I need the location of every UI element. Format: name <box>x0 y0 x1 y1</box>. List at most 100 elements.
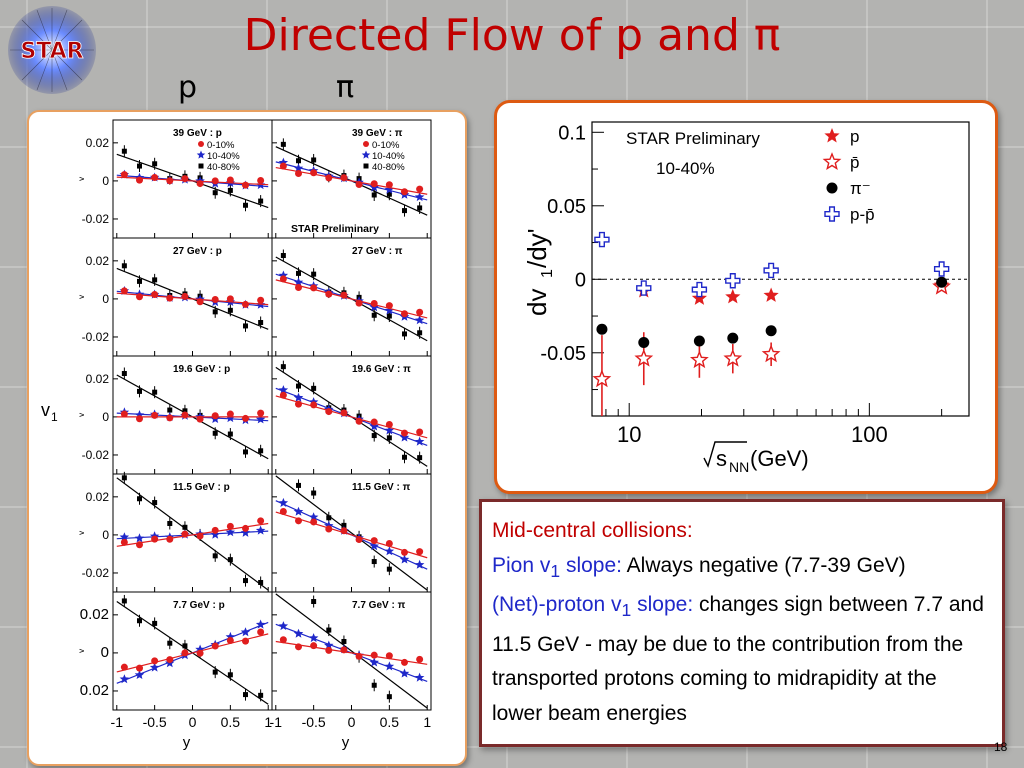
data-point-10-40 <box>384 184 395 194</box>
data-point-0-10 <box>181 175 189 183</box>
x-tick-label: 0.5 <box>221 714 241 730</box>
data-point-0-10 <box>385 652 393 660</box>
data-point-40-80 <box>243 692 248 698</box>
y-tick-label: 0.02 <box>80 682 109 699</box>
data-point-0-10 <box>355 535 363 543</box>
data-point-0-10 <box>279 636 287 644</box>
data-point-10-40 <box>255 619 266 629</box>
data-point-40-80 <box>371 682 377 688</box>
panel-pi-4: 7.7 GeV : π <box>271 591 432 711</box>
data-point-40-80 <box>167 520 173 526</box>
data-point-40-80 <box>258 692 264 698</box>
data-point-40-80 <box>121 598 127 604</box>
x-axis-label-end: (GeV) <box>750 446 809 471</box>
data-point-0-10 <box>226 295 234 303</box>
panel-title: 11.5 GeV : π <box>352 482 411 493</box>
data-point-netp <box>725 273 741 289</box>
data-point-0-10 <box>355 652 363 660</box>
y-tick-label: 0 <box>102 174 109 188</box>
x-tick-label: -1 <box>270 714 283 730</box>
y-tick-label: 0.02 <box>80 606 109 623</box>
data-point-0-10 <box>120 410 128 418</box>
data-point-0-10 <box>166 177 174 185</box>
panel-p-4: 7.7 GeV : p 0.02 0 0.02 v <box>77 591 273 711</box>
data-point-40-80 <box>402 208 407 214</box>
data-point-piminus <box>693 335 705 347</box>
data-point-0-10 <box>120 287 128 295</box>
data-point-0-10 <box>151 411 159 419</box>
data-point-0-10 <box>279 162 287 170</box>
y-tick-label: 0.02 <box>86 490 110 504</box>
x-tick-label: 1 <box>264 714 272 730</box>
panel-frame <box>271 119 432 239</box>
data-point-10-40 <box>240 627 251 637</box>
data-point-40-80 <box>386 191 392 197</box>
data-point-10-40 <box>414 672 425 682</box>
data-point-0-10 <box>257 296 265 304</box>
panel-title: 19.6 GeV : p <box>173 364 230 375</box>
data-point-40-80 <box>386 694 392 700</box>
data-point-0-10 <box>370 299 378 307</box>
data-point-0-10 <box>166 294 174 302</box>
data-point-0-10 <box>166 535 174 543</box>
data-point-0-10 <box>325 646 333 654</box>
data-point-40-80 <box>417 205 423 211</box>
legend-label: 0-10% <box>372 140 400 151</box>
data-point-40-80 <box>243 202 248 208</box>
x-tick-label: 1 <box>423 714 431 730</box>
data-point-40-80 <box>152 500 158 506</box>
data-point-40-80 <box>212 669 218 675</box>
data-point-40-80 <box>311 157 317 163</box>
data-point-40-80 <box>243 323 248 329</box>
column-label-pi: π <box>336 70 355 105</box>
data-point-0-10 <box>226 637 234 645</box>
data-point-10-40 <box>119 674 130 684</box>
data-point-0-10 <box>120 171 128 179</box>
data-point-0-10 <box>295 169 302 177</box>
data-point-0-10 <box>385 421 393 429</box>
x-axis-label-sub: NN <box>729 459 749 475</box>
legend-marker <box>198 163 204 169</box>
data-point-10-40 <box>414 436 425 446</box>
data-point-0-10 <box>196 532 204 540</box>
x-tick-label: 100 <box>851 422 888 447</box>
data-point-10-40 <box>255 525 266 535</box>
legend-marker <box>363 141 369 147</box>
data-point-40-80 <box>152 620 158 626</box>
legend-marker <box>822 152 842 171</box>
data-point-10-40 <box>240 527 251 537</box>
data-point-10-40 <box>399 554 410 564</box>
y-tick-label: -0.02 <box>82 212 110 226</box>
y-axis-label: dv 1/dy' <box>522 228 556 316</box>
data-point-40-80 <box>212 309 218 315</box>
legend-marker <box>363 163 369 169</box>
y-tick-label: 0 <box>102 410 109 424</box>
data-point-0-10 <box>151 173 159 181</box>
data-point-0-10 <box>416 655 424 663</box>
data-point-40-80 <box>121 371 127 377</box>
data-point-0-10 <box>181 530 189 538</box>
data-point-40-80 <box>402 454 407 460</box>
data-point-piminus <box>727 332 739 344</box>
data-point-10-40 <box>134 533 145 543</box>
data-point-10-40 <box>414 315 425 325</box>
sqrt-sign <box>703 441 747 468</box>
data-point-0-10 <box>120 538 128 546</box>
x-tick-label: 10 <box>617 422 641 447</box>
data-point-0-10 <box>310 518 318 526</box>
y-axis-label-end: /dy' <box>522 228 552 268</box>
data-point-40-80 <box>296 383 301 389</box>
data-point-0-10 <box>211 526 219 534</box>
data-point-0-10 <box>181 292 189 300</box>
data-point-40-80 <box>212 190 218 196</box>
data-point-0-10 <box>401 548 408 556</box>
panel-title: 11.5 GeV : p <box>173 482 230 493</box>
data-point-40-80 <box>227 307 233 313</box>
data-point-0-10 <box>226 176 234 184</box>
y-tick-label: 0.02 <box>86 254 110 268</box>
data-point-40-80 <box>280 253 286 259</box>
legend-label: π⁻ <box>850 179 871 198</box>
data-point-0-10 <box>136 415 143 423</box>
proton-slope-label: (Net)-proton v1 slope: <box>492 593 694 621</box>
data-point-0-10 <box>136 541 143 549</box>
